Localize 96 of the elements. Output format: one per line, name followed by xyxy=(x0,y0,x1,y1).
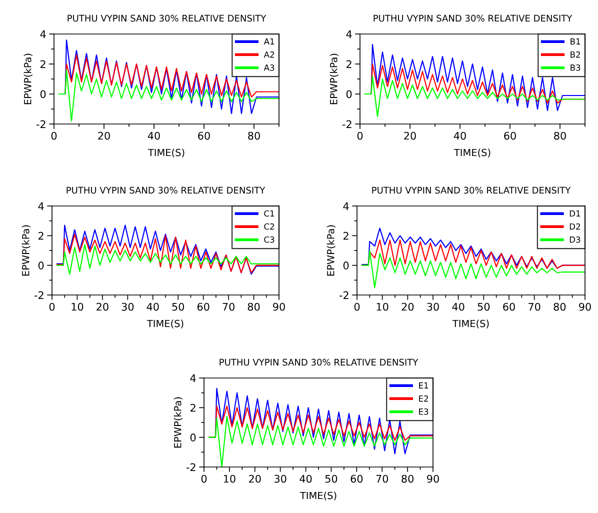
legend-label: C2 xyxy=(264,223,274,230)
chart-title: PUTHU VYPIN SAND 30% RELATIVE DENSITY xyxy=(374,14,572,22)
y-tick-label: -2 xyxy=(36,120,46,128)
x-tick-label: 0 xyxy=(49,302,55,311)
y-tick-label: -2 xyxy=(342,120,352,128)
x-tick-label: 10 xyxy=(224,474,236,483)
y-tick-label: 2 xyxy=(343,232,348,240)
x-tick-label: 30 xyxy=(122,302,134,311)
y-tick-label: -2 xyxy=(339,291,348,299)
chart-title: PUTHU VYPIN SAND 30% RELATIVE DENSITY xyxy=(66,186,266,194)
y-tick-label: 0 xyxy=(343,262,349,270)
line-series xyxy=(362,250,585,288)
y-tick-label: 4 xyxy=(190,374,196,382)
x-tick-label: 60 xyxy=(504,132,516,140)
x-tick-label: 30 xyxy=(274,474,286,483)
legend-label: A3 xyxy=(264,64,274,71)
x-tick-label: 0 xyxy=(354,302,360,311)
y-axis-title: EPWP(kPa) xyxy=(326,225,336,276)
y-tick-label: 2 xyxy=(40,60,46,68)
chart-title: PUTHU VYPIN SAND 30% RELATIVE DENSITY xyxy=(68,14,266,22)
line-series xyxy=(208,416,433,467)
x-tick-label: 60 xyxy=(503,302,515,311)
legend-label: C1 xyxy=(264,210,274,217)
x-tick-label: 80 xyxy=(554,302,566,311)
x-tick-label: 80 xyxy=(554,132,566,140)
line-series xyxy=(56,234,279,274)
chart-title: PUTHU VYPIN SAND 30% RELATIVE DENSITY xyxy=(372,186,571,194)
y-tick-label: 2 xyxy=(346,60,352,68)
y-tick-label: 4 xyxy=(40,30,46,38)
x-tick-label: 60 xyxy=(350,474,363,483)
x-tick-label: 40 xyxy=(454,132,466,140)
x-tick-label: 30 xyxy=(427,302,439,311)
x-tick-label: 20 xyxy=(404,132,416,140)
y-tick-label: 0 xyxy=(190,434,196,442)
x-axis-title: TIME(S) xyxy=(452,320,489,328)
legend-label: E2 xyxy=(419,395,428,402)
x-tick-label: 90 xyxy=(427,474,439,483)
x-tick-label: 70 xyxy=(528,302,540,311)
legend-label: B3 xyxy=(570,64,580,71)
legend-label: B2 xyxy=(570,51,580,58)
legend-label: E1 xyxy=(419,382,428,388)
legend-label: D3 xyxy=(570,236,580,243)
y-tick-label: -2 xyxy=(186,463,196,471)
y-axis-title: EPWP(kPa) xyxy=(24,54,32,104)
x-tick-label: 90 xyxy=(579,302,591,311)
x-tick-label: 40 xyxy=(452,302,464,311)
x-tick-label: 0 xyxy=(357,132,363,140)
x-axis-title: TIME(S) xyxy=(300,492,336,500)
x-tick-label: 80 xyxy=(248,132,260,140)
y-tick-label: 4 xyxy=(343,202,349,210)
x-tick-label: 20 xyxy=(249,474,261,483)
y-tick-label: 2 xyxy=(190,404,196,412)
x-tick-label: 80 xyxy=(402,474,414,483)
legend-label: C3 xyxy=(264,236,274,243)
x-tick-label: 50 xyxy=(172,302,184,311)
legend-label: B1 xyxy=(570,38,580,44)
x-tick-label: 10 xyxy=(376,302,388,311)
x-tick-label: 90 xyxy=(273,302,285,311)
y-tick-label: 4 xyxy=(38,202,44,210)
line-series xyxy=(56,244,279,275)
x-tick-label: 20 xyxy=(402,302,414,311)
y-tick-label: 2 xyxy=(38,232,44,240)
x-axis-title: TIME(S) xyxy=(146,320,184,328)
line-series xyxy=(364,75,585,118)
legend-label: D2 xyxy=(570,223,580,230)
x-axis-title: TIME(S) xyxy=(148,148,184,158)
x-tick-label: 20 xyxy=(98,132,110,140)
x-tick-label: 40 xyxy=(146,302,159,311)
y-tick-label: -2 xyxy=(34,291,44,299)
legend-label: A2 xyxy=(264,51,274,58)
legend-label: E3 xyxy=(419,408,428,415)
line-series xyxy=(58,69,279,122)
y-tick-label: 4 xyxy=(346,30,352,38)
x-tick-label: 0 xyxy=(51,132,57,140)
x-tick-label: 80 xyxy=(248,302,260,311)
y-tick-label: 0 xyxy=(40,90,46,98)
y-axis-title: EPWP(kPa) xyxy=(22,225,30,276)
chart-title: PUTHU VYPIN SAND 30% RELATIVE DENSITY xyxy=(220,358,418,366)
x-tick-label: 70 xyxy=(376,474,388,483)
x-tick-label: 0 xyxy=(201,474,207,483)
x-tick-label: 40 xyxy=(148,132,160,140)
x-axis-title: TIME(S) xyxy=(454,148,490,158)
x-tick-label: 50 xyxy=(478,302,490,311)
x-tick-label: 60 xyxy=(198,132,210,140)
x-tick-label: 20 xyxy=(96,302,108,311)
x-tick-label: 60 xyxy=(197,302,210,311)
x-tick-label: 10 xyxy=(72,302,84,311)
y-axis-title: EPWP(kPa) xyxy=(174,397,182,448)
x-tick-label: 70 xyxy=(222,302,234,311)
legend-label: A1 xyxy=(264,38,274,44)
x-tick-label: 50 xyxy=(325,474,338,483)
y-axis-title: EPWP(kPa) xyxy=(330,54,338,104)
y-tick-label: 0 xyxy=(346,90,352,98)
x-tick-label: 40 xyxy=(300,474,312,483)
legend-label: D1 xyxy=(570,210,580,216)
y-tick-label: 0 xyxy=(38,262,44,270)
